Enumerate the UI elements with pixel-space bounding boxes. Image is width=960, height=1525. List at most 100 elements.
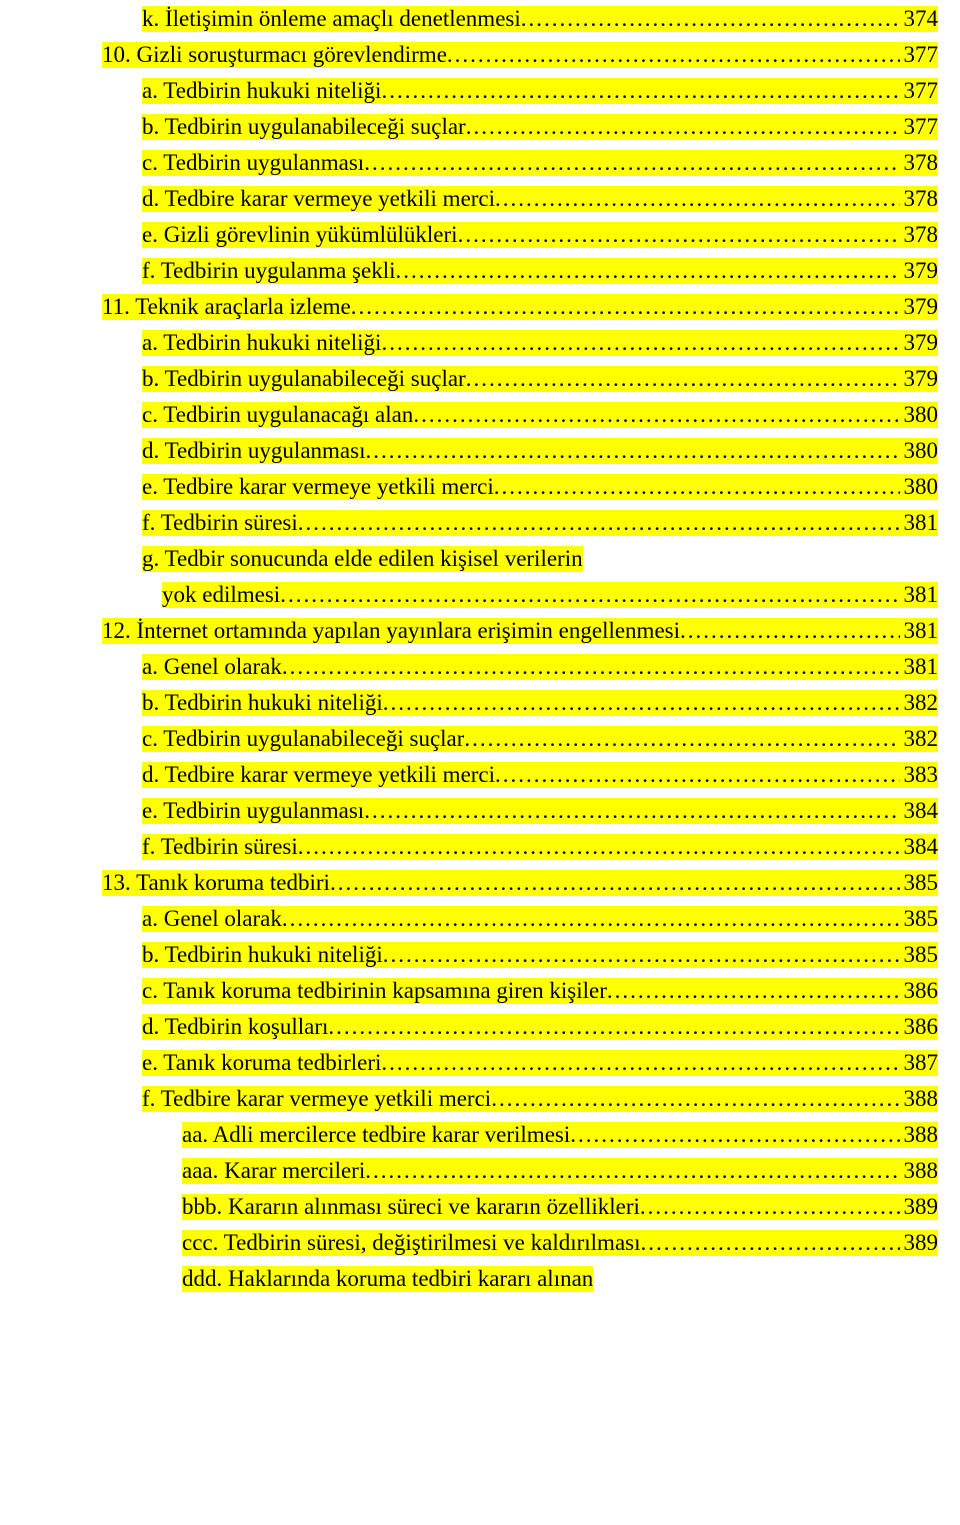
toc-entry-page: 388	[900, 1158, 939, 1184]
toc-entry-text: bbb. Kararın alınması süreci ve kararın …	[182, 1194, 640, 1220]
toc-leader-dots	[330, 870, 900, 896]
toc-entry-text: d. Tedbirin uygulanması	[142, 438, 365, 464]
toc-entry-page: 380	[900, 474, 939, 500]
toc-leader-dots	[495, 186, 899, 212]
toc-entry-page: 386	[900, 1014, 939, 1040]
toc-entry-text: e. Tanık koruma tedbirleri	[142, 1050, 381, 1076]
toc-entry-page: 383	[900, 762, 939, 788]
toc-leader-dots	[607, 978, 900, 1004]
toc-entry: b. Tedbirin uygulanabileceği suçlar377	[22, 114, 938, 140]
toc-leader-dots	[521, 6, 900, 32]
toc-entry-text: 13. Tanık koruma tedbiri	[102, 870, 330, 896]
toc-leader-dots	[365, 438, 899, 464]
toc-entry: d. Tedbirin uygulanması 380	[22, 438, 938, 464]
toc-leader-dots	[298, 510, 900, 536]
toc-entry: c. Tedbirin uygulanabileceği suçlar382	[22, 726, 938, 752]
toc-entry-text: a. Tedbirin hukuki niteliği	[142, 78, 381, 104]
toc-entry-page: 388	[900, 1122, 939, 1148]
toc-leader-dots	[641, 1230, 900, 1256]
toc-entry-page: 384	[900, 834, 939, 860]
toc-leader-dots	[364, 798, 899, 824]
toc-entry-page: 379	[900, 366, 939, 392]
toc-entry-text: a. Genel olarak	[142, 906, 282, 932]
toc-leader-dots	[640, 1194, 900, 1220]
toc-entry-text: aaa. Karar mercileri	[182, 1158, 365, 1184]
toc-entry: f. Tedbirin uygulanma şekli379	[22, 258, 938, 284]
toc-entry-page: 386	[900, 978, 939, 1004]
toc-entry: b. Tedbirin hukuki niteliği385	[22, 942, 938, 968]
toc-entry-text: c. Tedbirin uygulanabileceği suçlar	[142, 726, 464, 752]
toc-entry: aa. Adli mercilerce tedbire karar verilm…	[22, 1122, 938, 1148]
toc-entry-page: 377	[900, 114, 939, 140]
toc-leader-dots	[466, 366, 900, 392]
toc-entry-text: 12. İnternet ortamında yapılan yayınlara…	[102, 618, 680, 644]
toc-entry-page: 379	[900, 330, 939, 356]
toc-entry-page: 377	[900, 42, 939, 68]
toc-entry: ccc. Tedbirin süresi, değiştirilmesi ve …	[22, 1230, 938, 1256]
toc-entry: f. Tedbire karar vermeye yetkili merci 38…	[22, 1086, 938, 1112]
toc-entry-page: 379	[900, 258, 939, 284]
toc-entry-page: 388	[900, 1086, 939, 1112]
toc-entry-text: a. Tedbirin hukuki niteliği	[142, 330, 381, 356]
toc-entry-text: e. Tedbirin uygulanması	[142, 798, 364, 824]
toc-entry-page: 389	[900, 1194, 939, 1220]
toc-entry: a. Genel olarak385	[22, 906, 938, 932]
toc-leader-dots	[447, 42, 900, 68]
toc-leader-dots	[328, 1014, 899, 1040]
toc-entry-text: e. Tedbire karar vermeye yetkili merci	[142, 474, 494, 500]
toc-entry: f. Tedbirin süresi 381	[22, 510, 938, 536]
toc-entry-page: 381	[900, 618, 939, 644]
toc-leader-dots	[381, 330, 899, 356]
toc-entry-text: c. Tedbirin uygulanacağı alan	[142, 402, 413, 428]
toc-leader-dots	[280, 582, 899, 608]
toc-leader-dots	[458, 222, 900, 248]
toc-entry: 10. Gizli soruşturmacı görevlendirme 377	[22, 42, 938, 68]
toc-entry-page: 379	[900, 294, 939, 320]
toc-entry-page: 385	[900, 942, 939, 968]
toc-leader-dots	[381, 78, 899, 104]
toc-entry-text: e. Gizli görevlinin yükümlülükleri	[142, 222, 458, 248]
toc-entry: aaa. Karar mercileri 388	[22, 1158, 938, 1184]
toc-leader-dots	[491, 1086, 899, 1112]
toc-entry: b. Tedbirin hukuki niteliği382	[22, 690, 938, 716]
toc-entry-page: 385	[900, 870, 939, 896]
toc-entry-text: f. Tedbirin süresi	[142, 510, 298, 536]
toc-entry-text: 11. Teknik araçlarla izleme	[102, 294, 351, 320]
toc-entry-page: 389	[900, 1230, 939, 1256]
toc-entry: a. Tedbirin hukuki niteliği 379	[22, 330, 938, 356]
toc-entry-page: 374	[900, 6, 939, 32]
toc-leader-dots	[680, 618, 900, 644]
toc-entry: bbb. Kararın alınması süreci ve kararın …	[22, 1194, 938, 1220]
toc-entry: c. Tedbirin uygulanacağı alan380	[22, 402, 938, 428]
toc-entry: c. Tanık koruma tedbirinin kapsamına gir…	[22, 978, 938, 1004]
toc-entry: d. Tedbire karar vermeye yetkili merci 38…	[22, 762, 938, 788]
toc-entry-page: 378	[900, 150, 939, 176]
toc-entry: 11. Teknik araçlarla izleme 379	[22, 294, 938, 320]
toc-entry: d. Tedbire karar vermeye yetkili merci37…	[22, 186, 938, 212]
toc-entry-text: c. Tanık koruma tedbirinin kapsamına gir…	[142, 978, 607, 1004]
toc-entry-page: 377	[900, 78, 939, 104]
toc-leader-dots	[383, 942, 900, 968]
toc-leader-dots	[464, 726, 899, 752]
toc-entry-page: 381	[900, 654, 939, 680]
toc-entry: e. Tanık koruma tedbirleri 387	[22, 1050, 938, 1076]
toc-entry-text: k. İletişimin önleme amaçlı denetlenmesi	[142, 6, 521, 32]
toc-entry-text: 10. Gizli soruşturmacı görevlendirme	[102, 42, 447, 68]
toc-entry-page: 381	[900, 582, 939, 608]
toc-entry: 12. İnternet ortamında yapılan yayınlara…	[22, 618, 938, 644]
toc-entry-text: d. Tedbire karar vermeye yetkili merci	[142, 762, 495, 788]
toc-leader-dots	[282, 654, 900, 680]
toc-entry-page: 378	[900, 222, 939, 248]
toc-entry-text: f. Tedbire karar vermeye yetkili merci	[142, 1086, 491, 1112]
toc-entry-text: b. Tedbirin uygulanabileceği suçlar	[142, 366, 466, 392]
toc-leader-dots	[466, 114, 900, 140]
toc-entry-page: 380	[900, 438, 939, 464]
toc-leader-dots	[282, 906, 900, 932]
toc-entry-text: a. Genel olarak	[142, 654, 282, 680]
toc-entry-page: 387	[900, 1050, 939, 1076]
toc-entry-text-cont: yok edilmesi	[162, 582, 280, 608]
toc-entry-page: 381	[900, 510, 939, 536]
toc-leader-dots	[495, 762, 899, 788]
toc-entry: e. Tedbire karar vermeye yetkili merci 38…	[22, 474, 938, 500]
toc-leader-dots	[365, 1158, 899, 1184]
